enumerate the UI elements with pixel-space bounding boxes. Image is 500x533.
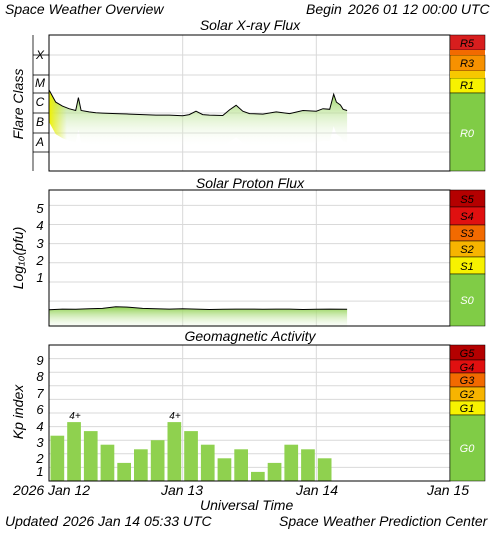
kp-bar [234,449,248,481]
scale-label: S5 [460,194,474,206]
xray-fill-flare [49,89,348,148]
kp-annotation: 4+ [69,411,81,422]
plot-frame [48,189,451,327]
scale-label: S2 [460,244,473,256]
proton-line [48,306,348,311]
kp-bar [134,449,148,481]
scale-gap [450,50,485,55]
y-tick-label: A [35,135,44,149]
y-tick-label: X [35,48,45,62]
x-tick-label: Jan 14 [296,482,339,498]
y-tick-label: 4 [36,218,43,233]
scale-label: G5 [460,348,476,360]
scale-label: R3 [460,58,475,70]
scale-label: R1 [460,80,474,92]
y-axis-label: Flare Class [10,69,26,140]
scale-label: S4 [460,211,473,223]
kp-bar [217,458,232,481]
kp-bar [200,444,215,481]
kp-bar [100,444,115,481]
scale-label: S1 [460,261,473,273]
begin-label: Begin [306,1,342,17]
kp-bar [167,422,182,481]
xray-line [48,89,348,117]
y-tick-label: 2 [35,451,44,466]
kp-bar [317,458,332,481]
credit: Space Weather Prediction Center [279,513,488,529]
x-axis-year: 2026 [13,482,45,498]
scale-label: G3 [460,375,476,387]
scale-label: R5 [460,38,475,50]
kp-bar [301,449,315,481]
y-axis-label: Log₁₀(pfu) [10,227,26,289]
scale-label: G0 [460,443,476,455]
kp-bar [50,435,65,481]
updated-value: 2026 Jan 14 05:33 UTC [63,513,212,529]
scale-label: G4 [460,362,475,374]
y-tick-label: 8 [36,369,44,384]
y-tick-label: 9 [36,353,43,368]
y-axis-label: Kp index [10,384,26,439]
y-tick-label: 2 [35,253,44,268]
scale-gap [450,71,485,78]
kp-bar [150,440,165,481]
geomagnetic-storm-scale: G5 G4 G3 G2 G1 G0 [449,344,486,482]
kp-bar [67,422,81,481]
y-tick-label: 6 [36,402,44,417]
y-tick-label: 4 [36,419,43,434]
y-tick-label: B [36,115,44,129]
panel-title: Solar Proton Flux [196,175,305,191]
scale-label: R0 [460,128,475,140]
radiation-storm-scale: S5 S4 S3 S2 S1 S0 [449,189,486,327]
y-tick-label: 3 [36,236,44,251]
x-axis-label: Universal Time [200,497,294,513]
y-tick-label: 1 [36,270,43,285]
scale-g0 [449,414,486,482]
scale-r0 [449,92,486,172]
y-tick-label: M [35,76,45,90]
kp-bar [117,462,131,481]
grid [49,190,450,326]
kp-bar [184,431,198,481]
page-title: Space Weather Overview [5,1,164,17]
scale-s0 [449,273,486,327]
y-tick-label: 5 [36,201,44,216]
scale-label: G2 [460,389,475,401]
kp-bar [83,431,98,481]
y-tick-label: C [36,95,45,109]
begin-value: 2026 01 12 00:00 UTC [348,1,490,17]
grid [49,345,450,481]
xray-flux-area [48,89,348,148]
y-ticks: 5 4 3 2 1 [35,201,44,285]
y-ticks: X M C B A [35,48,45,149]
kp-bar [284,444,299,481]
proton-flux-area [48,306,348,330]
proton-fill [49,306,348,330]
kp-bars [50,422,332,481]
grid [32,35,450,171]
scale-label: G1 [460,403,475,415]
scale-label: S0 [460,295,474,307]
x-tick-label: Jan 13 [161,482,204,498]
panel-title: Solar X-ray Flux [200,17,301,33]
kp-bar [251,471,265,481]
y-tick-label: 7 [36,386,44,401]
scale-label: S3 [460,228,474,240]
y-tick-label: 3 [36,435,44,450]
kp-bar [267,462,282,481]
x-tick-label: Jan 12 [48,482,91,498]
updated-label: Updated [5,513,58,529]
y-tick-label: 1 [36,464,43,479]
x-tick-label: Jan 15 [427,482,470,498]
kp-annotation: 4+ [169,411,181,422]
panel-title: Geomagnetic Activity [185,328,317,344]
radio-blackout-scale: R5 R3 R1 R0 [449,34,486,172]
y-ticks: 9 8 7 6 5 4 3 2 1 [35,353,44,479]
